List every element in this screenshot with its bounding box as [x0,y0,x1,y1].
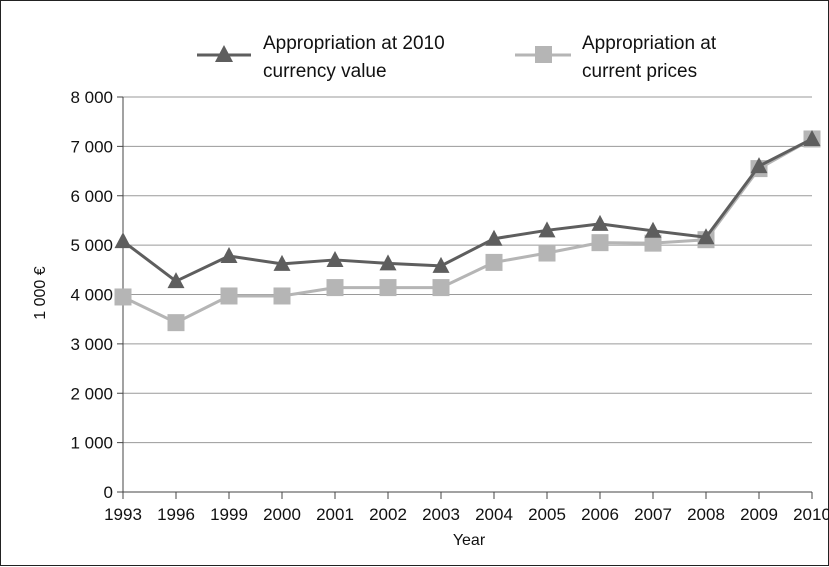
data-point-triangle [326,250,344,267]
y-tick-label: 6 000 [70,187,113,206]
y-tick-label: 2 000 [70,384,113,403]
data-point-square [220,287,238,305]
data-point-square [273,287,291,305]
x-tick-label: 2008 [687,505,725,524]
x-tick-label: 1999 [210,505,248,524]
y-tick-label: 5 000 [70,236,113,255]
data-point-triangle [697,228,715,245]
data-point-square [326,279,344,297]
x-tick-label: 2001 [316,505,354,524]
series-line-current-prices [122,137,813,325]
y-tick-label: 4 000 [70,286,113,305]
y-tick-label: 8 000 [70,88,113,107]
legend-triangle-marker [215,45,233,62]
y-tick-label: 0 [104,483,113,502]
data-point-square [485,253,503,271]
x-axis-title: Year [453,532,486,549]
data-point-square [167,314,185,332]
legend-label-current-line1: Appropriation at [582,33,717,54]
data-point-triangle [485,229,503,246]
legend-label-constant-line2: currency value [263,61,387,82]
y-tick-label: 3 000 [70,335,113,354]
y-tick-label: 1 000 [70,434,113,453]
x-tick-label: 2004 [475,505,513,524]
y-axis-title: 1 000 € [32,266,49,319]
grid-layer [123,96,812,444]
data-point-triangle [803,129,821,146]
x-tick-label: 2005 [528,505,566,524]
x-tick-label: 2006 [581,505,619,524]
data-point-triangle [379,254,397,271]
y-tick-label: 7 000 [70,137,113,156]
x-tick-label: 2010 [793,505,829,524]
axis-layer: 0 1 000 2 000 3 000 4 000 5 000 6 000 7 000 8 00… [70,88,829,524]
data-point-square [114,288,132,306]
data-point-triangle [538,221,556,238]
x-tick-label: 2009 [740,505,778,524]
x-tick-label: 2002 [369,505,407,524]
data-point-triangle [644,221,662,238]
legend-label-current-line2: current prices [582,61,697,82]
data-point-triangle [167,272,185,289]
x-tick-label: 2007 [634,505,672,524]
data-point-square [591,234,609,252]
data-point-triangle [750,157,768,174]
legend: Appropriation at 2010 currency value App… [197,33,717,82]
data-point-triangle [114,232,132,249]
legend-label-constant-line1: Appropriation at 2010 [263,33,445,54]
data-point-square [379,279,397,297]
data-point-triangle [591,214,609,231]
legend-square-marker [535,46,552,63]
x-tick-label: 1996 [157,505,195,524]
data-point-triangle [220,246,238,263]
x-tick-label: 2003 [422,505,460,524]
series-line-constant-value [122,137,813,283]
data-point-square [432,279,450,297]
data-point-triangle [273,254,291,271]
data-point-square [644,234,662,252]
series-layer [114,129,821,332]
x-tick-label: 1993 [104,505,142,524]
data-point-triangle [432,256,450,273]
x-tick-label: 2000 [263,505,301,524]
data-point-square [538,244,556,262]
